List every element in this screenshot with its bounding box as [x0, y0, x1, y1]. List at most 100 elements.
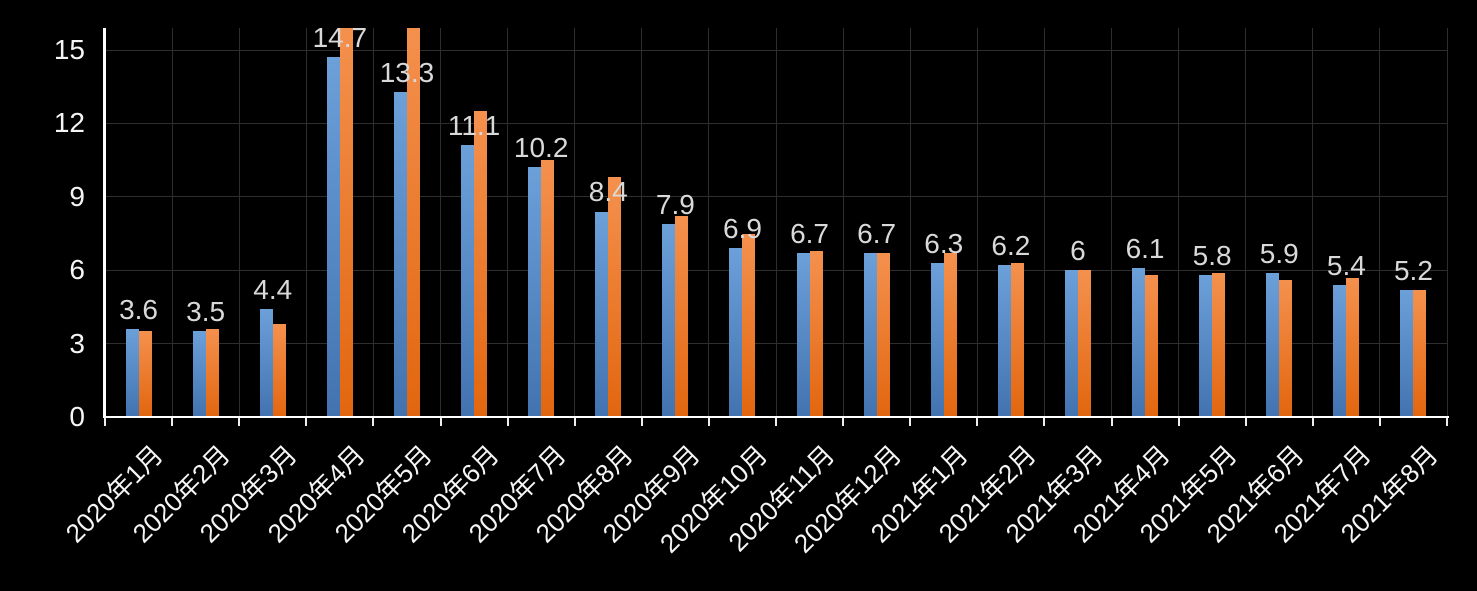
- v-gridline: [305, 28, 307, 417]
- data-label: 5.9: [1259, 237, 1299, 269]
- y-tick-label: 0: [69, 401, 85, 432]
- bar-blue: [729, 248, 743, 417]
- x-axis-tick: [1177, 418, 1180, 426]
- bar-orange: [1212, 272, 1226, 417]
- data-label: 5.8: [1192, 240, 1232, 272]
- x-axis-tick: [1110, 418, 1113, 426]
- bar-blue: [1333, 284, 1347, 417]
- data-label: 6.9: [722, 213, 762, 245]
- bar-blue: [1132, 267, 1146, 417]
- bar-blue: [1266, 272, 1280, 417]
- data-label: 6.3: [924, 227, 964, 259]
- bar-blue: [930, 262, 944, 417]
- bar-orange: [809, 250, 823, 417]
- bar-blue: [863, 253, 877, 417]
- y-tick-label: 6: [69, 254, 85, 286]
- bar-blue: [595, 211, 609, 417]
- v-gridline: [1446, 28, 1448, 417]
- bar-orange: [1010, 262, 1024, 417]
- bar-blue: [662, 223, 676, 417]
- bar-orange: [675, 216, 689, 417]
- data-label: 6.2: [991, 230, 1031, 262]
- v-gridline: [708, 28, 710, 417]
- v-gridline: [1178, 28, 1180, 417]
- bar-blue: [461, 145, 475, 417]
- x-axis-tick: [305, 418, 308, 426]
- bar-orange: [138, 331, 152, 417]
- data-label: 4.4: [253, 274, 293, 306]
- y-tick-label: 12: [53, 107, 85, 139]
- bar-orange: [876, 253, 890, 417]
- bar-blue: [528, 167, 542, 417]
- x-axis-tick: [1043, 418, 1046, 426]
- v-gridline: [1379, 28, 1381, 417]
- x-axis-tick: [976, 418, 979, 426]
- data-label: 14.7: [312, 22, 368, 54]
- v-gridline: [1245, 28, 1247, 417]
- x-axis-tick: [707, 418, 710, 426]
- bar-orange: [474, 111, 488, 417]
- v-gridline: [1043, 28, 1045, 417]
- bar-orange: [1346, 277, 1360, 417]
- v-gridline: [507, 28, 509, 417]
- y-tick-label: 15: [53, 34, 85, 66]
- data-label: 5.2: [1393, 254, 1433, 286]
- data-label: 10.2: [513, 132, 569, 164]
- v-gridline: [842, 28, 844, 417]
- x-axis-tick: [506, 418, 509, 426]
- bar-blue: [259, 309, 273, 417]
- data-label: 3.6: [119, 293, 159, 325]
- x-axis-tick: [1446, 418, 1448, 426]
- v-gridline: [440, 28, 441, 417]
- v-gridline: [1111, 28, 1112, 417]
- x-axis-tick: [640, 418, 643, 426]
- data-label: 6.1: [1125, 232, 1165, 264]
- v-gridline: [1312, 28, 1314, 417]
- data-label: 3.5: [186, 296, 226, 328]
- bar-orange: [1145, 275, 1159, 417]
- v-gridline: [775, 28, 777, 417]
- data-label: 7.9: [655, 188, 695, 220]
- bar-orange: [608, 177, 622, 417]
- x-axis-tick: [1244, 418, 1247, 426]
- y-tick-label: 9: [69, 180, 85, 212]
- x-axis-tick: [104, 418, 106, 426]
- bar-orange: [205, 328, 219, 417]
- bar-orange: [1077, 270, 1091, 417]
- bar-orange: [272, 324, 286, 417]
- bar-blue: [1199, 275, 1213, 417]
- x-axis-tick: [573, 418, 576, 426]
- bar-orange: [339, 28, 353, 417]
- data-label: 6.7: [790, 218, 830, 250]
- x-axis-tick: [171, 418, 174, 426]
- data-label: 8.4: [588, 176, 628, 208]
- x-axis-tick: [372, 418, 375, 426]
- bar-blue: [192, 331, 206, 417]
- v-gridline: [976, 28, 978, 417]
- bar-orange: [1413, 289, 1427, 417]
- bar-blue: [125, 328, 139, 417]
- bar-orange: [943, 253, 957, 417]
- v-gridline: [641, 28, 643, 417]
- x-axis-tick: [909, 418, 912, 426]
- y-axis-line: [103, 28, 106, 417]
- data-label: 13.3: [379, 56, 435, 88]
- x-axis-tick: [1378, 418, 1381, 426]
- data-label: 5.4: [1326, 249, 1366, 281]
- bar-blue: [393, 91, 407, 417]
- bar-blue: [1400, 289, 1414, 417]
- v-gridline: [909, 28, 911, 417]
- bar-orange: [1279, 280, 1293, 417]
- v-gridline: [372, 28, 374, 417]
- v-gridline: [171, 28, 173, 417]
- y-tick-label: 3: [69, 327, 85, 359]
- x-axis-tick: [1311, 418, 1314, 426]
- data-label: 11.1: [447, 110, 501, 142]
- x-axis-tick: [238, 418, 241, 426]
- bar-blue: [1064, 270, 1078, 417]
- bar-blue: [997, 265, 1011, 417]
- bar-orange: [742, 233, 756, 417]
